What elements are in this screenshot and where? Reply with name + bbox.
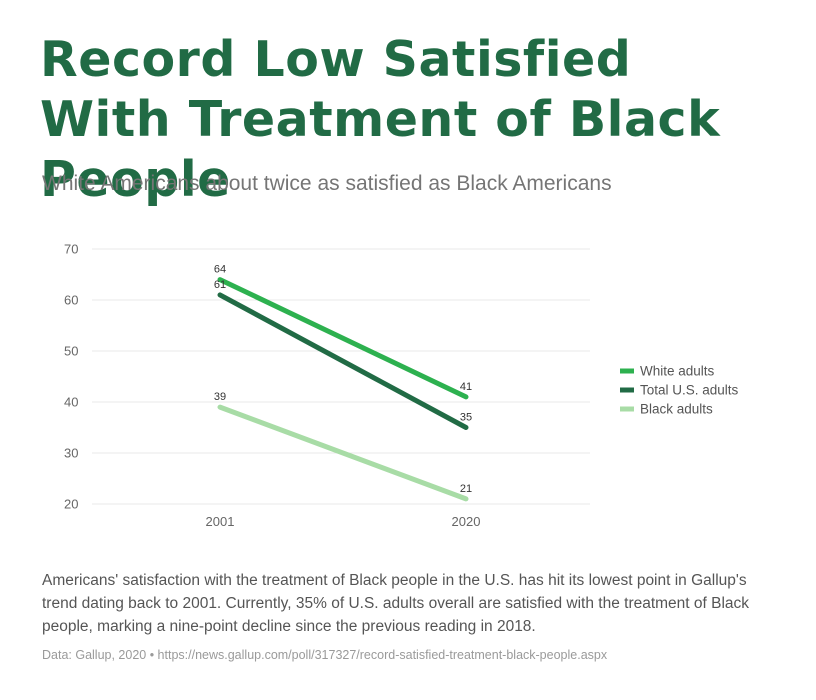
y-tick-label: 40 — [64, 395, 78, 410]
source-note: Data: Gallup, 2020 • https://news.gallup… — [42, 648, 608, 662]
y-tick-label: 60 — [64, 293, 78, 308]
y-tick-label: 30 — [64, 446, 78, 461]
x-axis: 2001 2020 — [206, 514, 481, 529]
y-axis: 20 30 40 50 60 70 — [64, 242, 78, 512]
data-label: 21 — [460, 483, 472, 495]
line-chart: 20 30 40 50 60 70 2001 2020 64 41 61 35 39 21 White… — [64, 242, 739, 530]
gridlines — [92, 248, 590, 505]
x-tick-label: 2020 — [452, 514, 481, 529]
x-tick-label: 2001 — [206, 514, 235, 529]
data-label: 61 — [214, 279, 226, 291]
y-tick-label: 20 — [64, 497, 78, 512]
data-label: 64 — [214, 264, 226, 276]
legend-label: White adults — [640, 364, 715, 379]
data-label: 41 — [460, 381, 472, 393]
y-tick-label: 50 — [64, 344, 78, 359]
series-line-total-u-s-adults — [217, 292, 469, 430]
chart-subtitle: White Americans about twice as satisfied… — [42, 172, 612, 195]
data-labels: 64 41 61 35 39 21 — [214, 264, 472, 495]
chart-title: Record Low Satisfied With Treatment of B… — [40, 31, 721, 208]
data-label: 39 — [214, 391, 226, 403]
chart-description: Americans' satisfaction with the treatme… — [42, 572, 750, 635]
legend: White adults Total U.S. adults Black adult… — [620, 364, 739, 417]
y-tick-label: 70 — [64, 242, 78, 257]
series-line-black-adults — [217, 404, 469, 502]
legend-label: Black adults — [640, 402, 713, 417]
legend-label: Total U.S. adults — [640, 383, 739, 398]
data-label: 35 — [460, 412, 472, 424]
series-lines — [217, 277, 469, 502]
series-line-white-adults — [217, 277, 469, 400]
